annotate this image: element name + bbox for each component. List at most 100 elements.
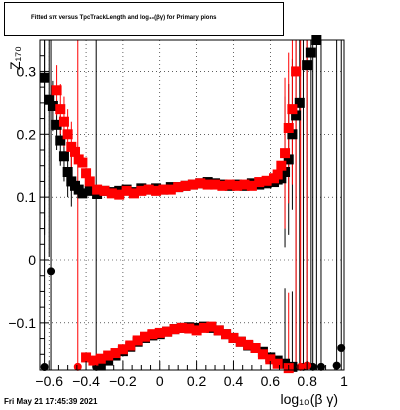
title-box: Fitted sπ versus TpcTrackLength and log₁… <box>4 2 284 36</box>
data-point <box>73 362 82 371</box>
data-point <box>44 94 55 105</box>
plot-frame <box>39 39 345 371</box>
error-bars <box>44 40 342 370</box>
data-point <box>81 168 92 179</box>
x-tick-label: −0.4 <box>72 373 100 389</box>
data-point <box>210 179 221 190</box>
data-point <box>51 119 62 130</box>
data-point <box>169 324 180 335</box>
data-point <box>283 154 294 165</box>
x-tick-label: −0.2 <box>109 373 137 389</box>
data-point <box>302 60 313 71</box>
data-point <box>77 188 88 199</box>
data-point <box>40 363 49 371</box>
y-tick-label: −0.1 <box>8 315 36 331</box>
data-point <box>221 329 232 340</box>
data-point <box>62 129 73 140</box>
data-point <box>140 331 151 342</box>
axis-ticks <box>40 55 345 370</box>
data-point <box>228 332 239 343</box>
data-point <box>114 189 125 200</box>
data-point <box>51 85 62 96</box>
data-point <box>58 151 69 162</box>
data-point <box>198 322 209 333</box>
data-point <box>173 182 184 193</box>
data-point <box>261 175 272 186</box>
data-point <box>187 179 198 190</box>
data-point <box>165 184 176 195</box>
data-markers <box>39 35 346 374</box>
x-axis-label: log₁₀(β γ) <box>281 391 338 407</box>
x-tick-label: 0.4 <box>224 373 244 389</box>
data-point <box>296 362 305 371</box>
data-point <box>332 361 341 370</box>
data-point <box>162 326 173 337</box>
data-point <box>280 148 291 159</box>
x-tick-label: 0.6 <box>261 373 281 389</box>
data-point <box>62 167 73 177</box>
y-tick-label: 0.1 <box>17 189 37 205</box>
data-point <box>55 104 66 115</box>
data-point <box>92 184 103 195</box>
data-point <box>257 349 268 360</box>
data-point <box>213 325 224 336</box>
timestamp: Fri May 21 17:45:39 2021 <box>4 397 98 406</box>
data-point <box>206 321 217 332</box>
data-point <box>128 188 139 199</box>
data-point <box>84 185 95 196</box>
data-point <box>287 104 298 115</box>
data-point <box>254 177 265 188</box>
data-point <box>84 176 95 187</box>
data-point <box>99 185 110 196</box>
data-point <box>121 185 132 196</box>
data-point <box>132 335 143 346</box>
data-point <box>151 185 162 196</box>
data-point <box>176 322 187 333</box>
data-point <box>287 129 298 140</box>
data-point <box>191 325 202 336</box>
data-point <box>265 354 276 365</box>
x-tick-label: 0.2 <box>187 373 207 389</box>
y-axis-label: Z₁₇₀ <box>7 46 23 70</box>
data-point <box>246 180 257 191</box>
x-tick-label: −0.6 <box>35 373 63 389</box>
data-point <box>158 184 169 195</box>
data-point <box>224 179 235 190</box>
data-point <box>291 110 302 121</box>
data-point <box>235 336 246 347</box>
y-tick-label: 0 <box>28 252 36 268</box>
chart-grid <box>40 40 345 370</box>
chart-title: Fitted sπ versus TpcTrackLength and log₁… <box>31 15 217 21</box>
data-point <box>250 343 261 353</box>
data-point <box>337 344 346 352</box>
data-point <box>239 179 250 190</box>
data-point <box>217 180 228 191</box>
data-point <box>184 323 195 334</box>
data-point <box>66 141 77 152</box>
data-point <box>202 179 213 190</box>
x-tick-label: 0.8 <box>297 373 317 389</box>
data-point <box>232 180 243 191</box>
data-point <box>77 157 88 168</box>
data-point <box>110 348 121 359</box>
data-point <box>117 344 128 355</box>
axis-tick-labels: −0.6 −0.4 −0.2 0 0.2 0.4 0.6 0.8 1 −0.1 0 0.1 0.2 0.3 <box>8 63 348 389</box>
data-point <box>95 353 106 364</box>
data-point <box>276 160 287 171</box>
data-point <box>47 267 56 276</box>
data-point <box>143 184 154 195</box>
data-point <box>272 358 283 369</box>
data-point <box>81 352 92 363</box>
data-point <box>70 146 81 157</box>
data-point <box>283 123 294 133</box>
data-point <box>125 340 136 351</box>
data-point <box>280 167 291 177</box>
data-point <box>147 329 158 340</box>
data-point <box>154 327 165 338</box>
data-point <box>180 180 191 191</box>
data-point <box>58 116 69 127</box>
data-point <box>294 97 305 108</box>
data-point <box>47 101 58 111</box>
data-point <box>272 169 283 180</box>
